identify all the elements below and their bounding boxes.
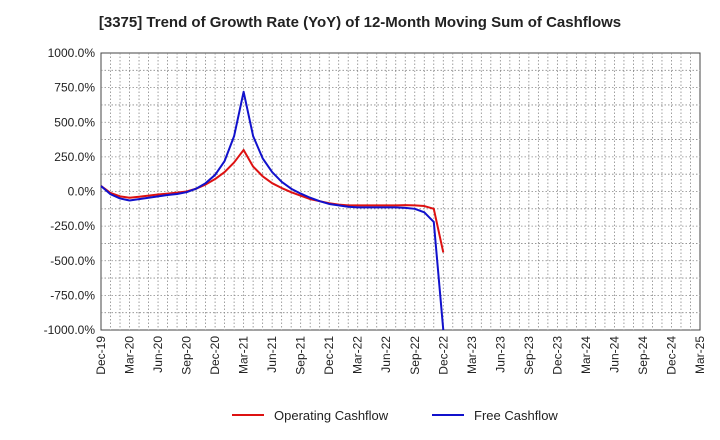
series-line-operating-cashflow	[100, 148, 445, 253]
x-tick-label: Jun-20	[151, 336, 165, 373]
legend-swatch-operating-cashflow	[232, 414, 264, 416]
grid	[101, 53, 700, 330]
y-tick-label: 500.0%	[54, 115, 95, 129]
x-axis-ticks: Dec-19 Mar-20 Jun-20 Sep-20 Dec-20 Mar-21 Jun-…	[94, 336, 707, 375]
x-tick-label: Jun-21	[265, 336, 279, 373]
x-tick-label: Sep-23	[522, 336, 536, 375]
y-tick-label: -750.0%	[50, 288, 95, 302]
legend-label-operating-cashflow: Operating Cashflow	[274, 407, 389, 423]
legend-item-operating-cashflow: Operating Cashflow	[232, 404, 388, 426]
y-tick-label: -250.0%	[50, 219, 95, 233]
y-tick-label: -500.0%	[50, 254, 95, 268]
x-tick-label: Sep-21	[294, 336, 308, 375]
legend-swatch-free-cashflow	[432, 414, 464, 416]
x-tick-label: Dec-22	[436, 336, 450, 375]
x-tick-label: Dec-20	[208, 336, 222, 375]
x-tick-label: Mar-24	[579, 336, 593, 374]
y-tick-label: 250.0%	[54, 150, 95, 164]
y-tick-label: 0.0%	[68, 185, 96, 199]
x-tick-label: Dec-24	[664, 336, 678, 375]
x-tick-label: Jun-24	[607, 336, 621, 373]
x-tick-label: Dec-19	[94, 336, 108, 375]
chart-title: [3375] Trend of Growth Rate (YoY) of 12-…	[98, 14, 622, 31]
x-tick-label: Dec-23	[550, 336, 564, 375]
x-tick-label: Jun-23	[493, 336, 507, 373]
x-tick-label: Mar-23	[465, 336, 479, 374]
series-lines	[100, 90, 445, 331]
x-tick-label: Mar-25	[693, 336, 707, 374]
legend-label-free-cashflow: Free Cashflow	[474, 407, 558, 423]
y-axis-ticks: 1000.0% 750.0% 500.0% 250.0% 0.0% -250.0% -500…	[44, 46, 96, 337]
legend: Operating Cashflow Free Cashflow	[0, 404, 720, 426]
x-tick-label: Sep-24	[636, 336, 650, 375]
y-tick-label: 750.0%	[54, 81, 95, 95]
series-line-free-cashflow	[100, 90, 445, 331]
legend-item-free-cashflow: Free Cashflow	[432, 404, 558, 426]
x-tick-label: Sep-20	[180, 336, 194, 375]
y-tick-label: -1000.0%	[44, 323, 96, 337]
x-tick-label: Mar-20	[123, 336, 137, 374]
x-tick-label: Sep-22	[408, 336, 422, 375]
x-tick-label: Jun-22	[379, 336, 393, 373]
x-tick-label: Mar-22	[351, 336, 365, 374]
x-tick-label: Mar-21	[237, 336, 251, 374]
x-tick-label: Dec-21	[322, 336, 336, 375]
y-tick-label: 1000.0%	[48, 46, 96, 60]
